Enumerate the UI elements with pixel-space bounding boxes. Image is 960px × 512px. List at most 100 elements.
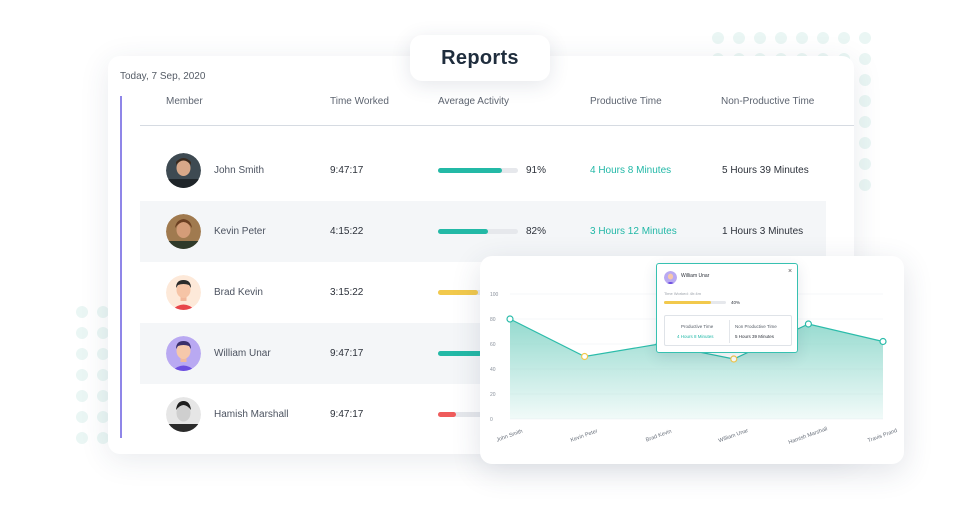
tooltip-time-worked: Time Worked: 4h:4m <box>664 291 701 296</box>
data-point <box>804 320 812 328</box>
decorative-dot <box>97 348 109 360</box>
y-tick-label: 40 <box>490 367 496 373</box>
column-productive-time: Productive Time <box>590 96 662 107</box>
decorative-dot <box>97 432 109 444</box>
table-row[interactable]: John Smith 9:47:17 91% 4 Hours 8 Minutes… <box>140 140 826 201</box>
x-category-label: Hamish Marshall <box>788 426 829 446</box>
decorative-dot <box>76 306 88 318</box>
member-name: Hamish Marshall <box>214 409 289 420</box>
y-tick-label: 80 <box>490 317 496 323</box>
decorative-dot <box>796 32 808 44</box>
data-point <box>506 315 514 323</box>
productive-time: 4 Hours 8 Minutes <box>590 165 672 176</box>
decorative-dot <box>76 369 88 381</box>
decorative-dot <box>859 53 871 65</box>
non-productive-time: 5 Hours 39 Minutes <box>722 165 809 176</box>
member-name: Kevin Peter <box>214 226 266 237</box>
table-row[interactable]: Brad Kevin 3:15:22 <box>140 262 826 323</box>
avatar <box>166 214 201 249</box>
activity-percent: 82% <box>526 226 547 237</box>
decorative-dot <box>97 306 109 318</box>
time-worked: 9:47:17 <box>330 409 364 420</box>
activity-bar-fill <box>438 351 482 356</box>
activity-bar <box>438 168 518 173</box>
decorative-dot <box>733 32 745 44</box>
table-row[interactable]: Hamish Marshall 9:47:17 <box>140 384 826 445</box>
activity-bar-fill <box>438 412 456 417</box>
tooltip-summary: Productive Time 4 Hours 8 Minutes Non Pr… <box>664 315 792 346</box>
decorative-dot <box>859 32 871 44</box>
column-non-productive-time: Non-Productive Time <box>721 96 815 107</box>
time-worked: 4:15:22 <box>330 226 364 237</box>
activity-percent: 91% <box>526 165 547 176</box>
decorative-dot <box>97 369 109 381</box>
tooltip-non-productive-value: 5 Hours 39 Minutes <box>735 334 775 339</box>
avatar <box>166 336 201 371</box>
report-date: Today, 7 Sep, 2020 <box>120 71 206 82</box>
decorative-dot <box>97 327 109 339</box>
close-icon[interactable]: × <box>788 268 793 275</box>
time-worked: 9:47:17 <box>330 348 364 359</box>
decorative-dot <box>76 348 88 360</box>
y-tick-label: 0 <box>490 417 493 423</box>
column-time-worked: Time Worked <box>330 96 389 107</box>
decorative-dot <box>859 137 871 149</box>
x-category-label: Kevin Peter <box>570 428 599 443</box>
member-name: William Unar <box>214 348 271 359</box>
avatar <box>166 275 201 310</box>
decorative-dot <box>775 32 787 44</box>
tooltip-productive-label: Productive Time <box>681 324 714 329</box>
activity-chart-card: 100 80 60 40 20 0 John Smith Kevin Peter Brad Ke… <box>480 256 904 464</box>
activity-bar <box>438 351 518 356</box>
data-point <box>730 355 738 363</box>
table-header: Member Time Worked Average Activity Prod… <box>108 96 854 126</box>
decorative-dot <box>76 327 88 339</box>
decorative-dot <box>859 95 871 107</box>
reports-badge: Reports <box>410 35 550 81</box>
decorative-dot <box>859 179 871 191</box>
avatar <box>664 271 677 284</box>
column-average-activity: Average Activity <box>438 96 509 107</box>
avatar <box>166 397 201 432</box>
decorative-dot <box>76 390 88 402</box>
tooltip-non-productive-label: Non Productive Time <box>735 324 777 329</box>
avatar <box>166 153 201 188</box>
activity-bar-fill <box>438 290 478 295</box>
decorative-dot <box>76 432 88 444</box>
non-productive-time: 1 Hours 3 Minutes <box>722 226 804 237</box>
accent-line <box>120 96 122 438</box>
decorative-dot <box>76 411 88 423</box>
y-tick-label: 20 <box>490 392 496 398</box>
y-tick-label: 100 <box>490 292 499 298</box>
table-row[interactable]: Kevin Peter 4:15:22 82% 3 Hours 12 Minut… <box>140 201 826 262</box>
decorative-dot <box>712 32 724 44</box>
data-point <box>879 337 887 346</box>
tooltip-activity-bar <box>664 301 726 304</box>
decorative-dot <box>838 32 850 44</box>
activity-bar <box>438 290 518 295</box>
chart-tooltip: William Unar × Time Worked: 4h:4m 40% Pr… <box>656 263 798 353</box>
member-name: John Smith <box>214 165 265 176</box>
header-divider <box>140 125 854 126</box>
column-member: Member <box>166 96 203 107</box>
y-tick-label: 60 <box>490 342 496 348</box>
activity-bar-fill <box>438 168 502 173</box>
decorative-dot <box>817 32 829 44</box>
decorative-dot <box>97 411 109 423</box>
x-category-label: John Smith <box>496 429 524 444</box>
tooltip-activity-percent: 40% <box>731 300 741 305</box>
time-worked: 3:15:22 <box>330 287 364 298</box>
productive-time: 3 Hours 12 Minutes <box>590 226 677 237</box>
decorative-dot <box>97 390 109 402</box>
decorative-dot <box>859 116 871 128</box>
x-category-label: Brad Kevin <box>645 429 672 444</box>
tooltip-member-name: William Unar <box>681 273 710 279</box>
activity-bar <box>438 229 518 234</box>
decorative-dot <box>754 32 766 44</box>
activity-bar <box>438 412 518 417</box>
data-point <box>580 352 589 361</box>
member-name: Brad Kevin <box>214 287 263 298</box>
decorative-dot <box>859 74 871 86</box>
tooltip-productive-value: 4 Hours 8 Minutes <box>677 334 714 339</box>
